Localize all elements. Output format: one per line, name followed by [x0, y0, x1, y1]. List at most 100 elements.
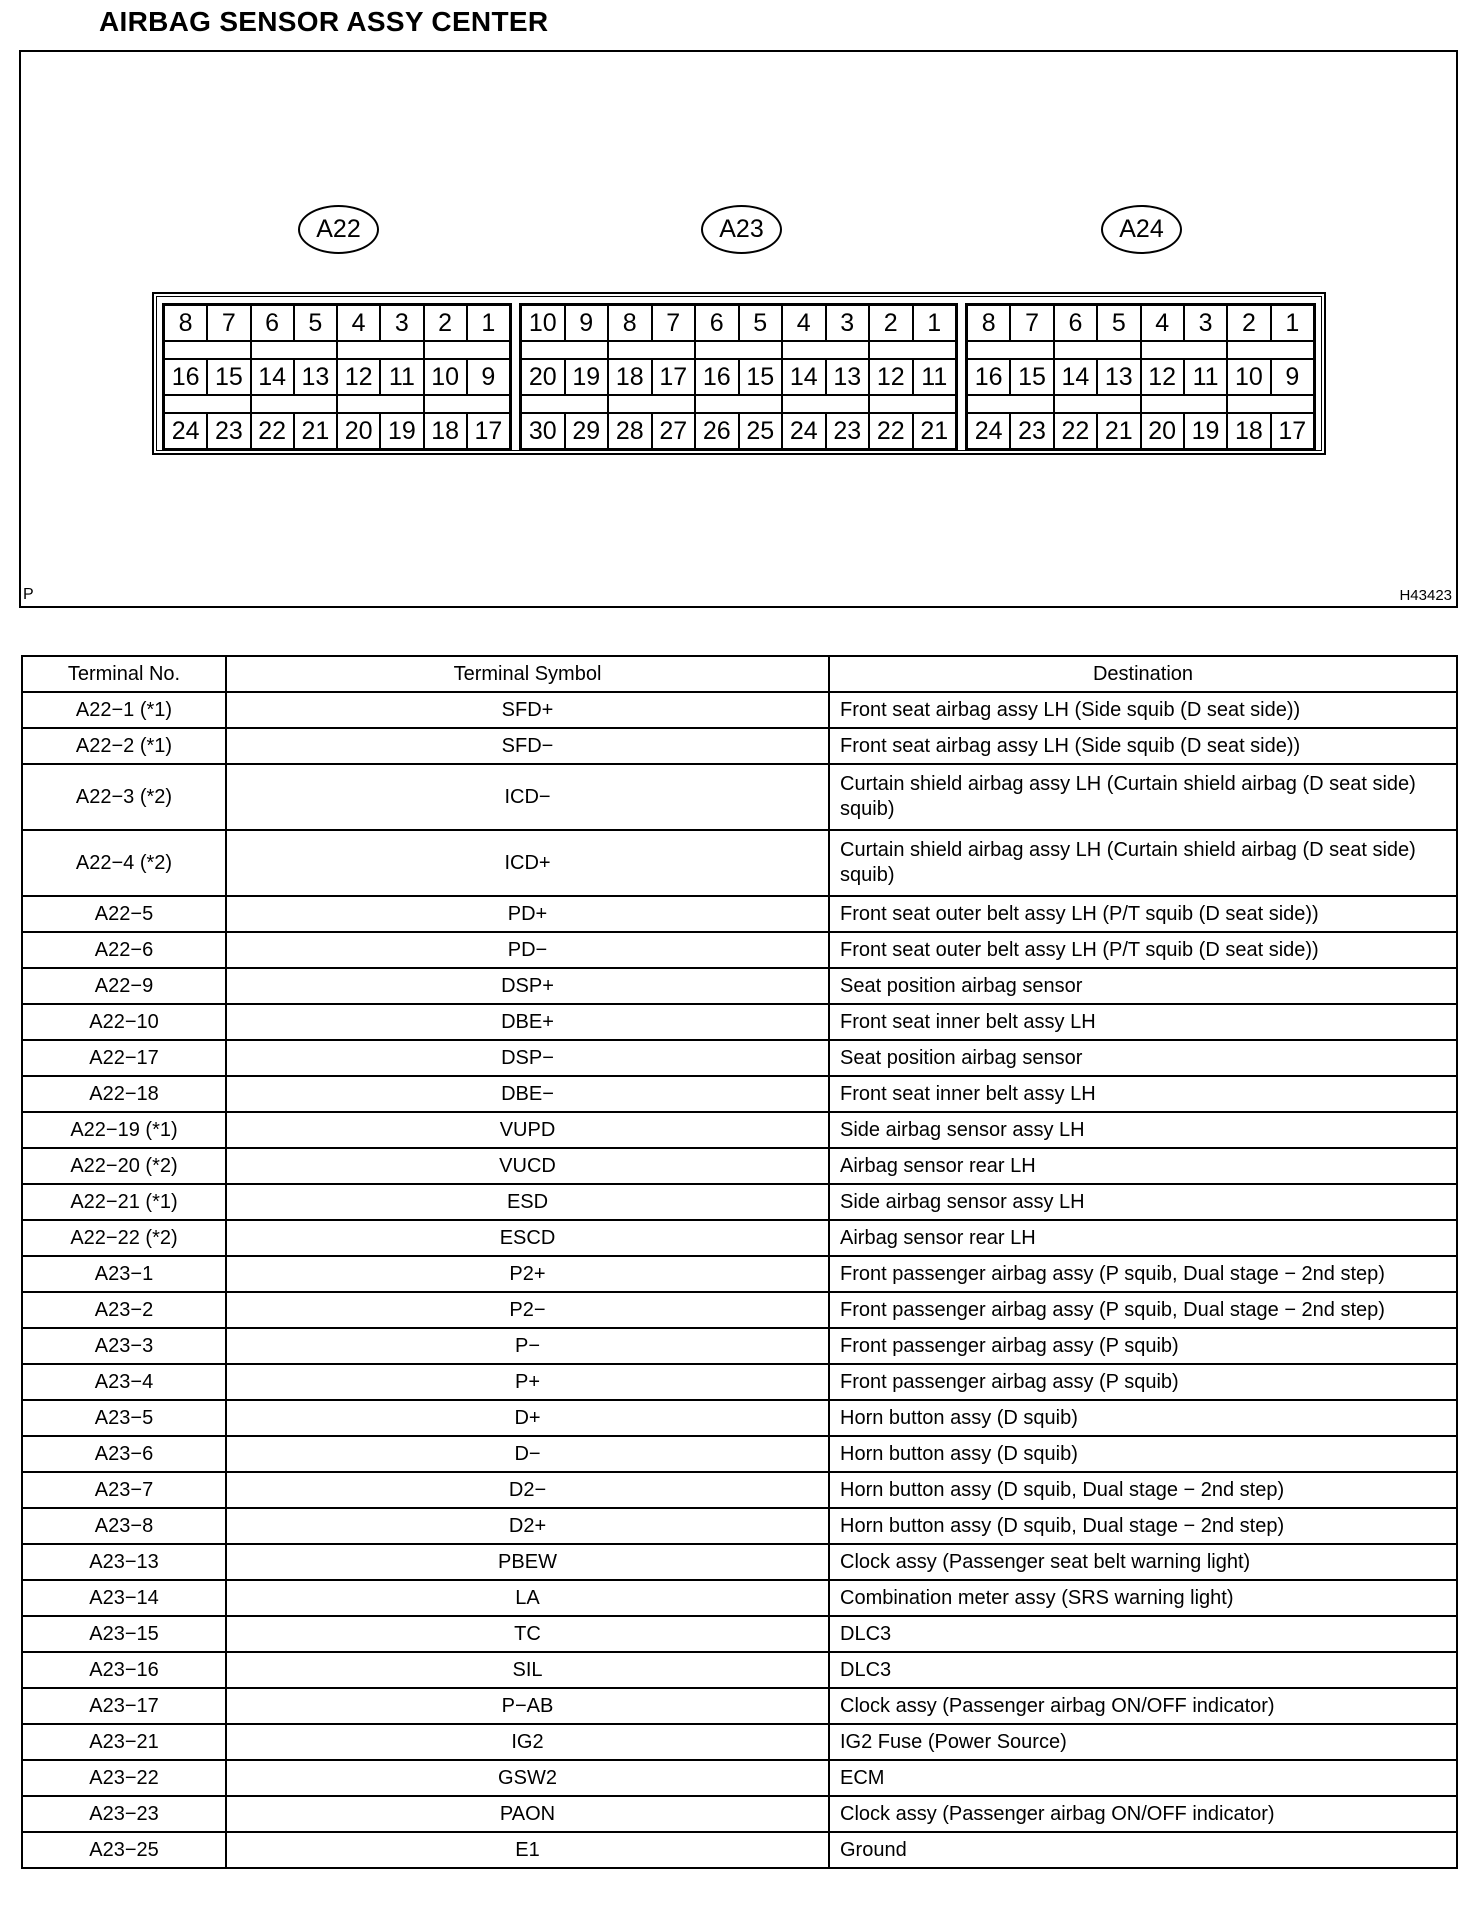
- terminal-symbol-cell: PD−: [225, 931, 830, 969]
- connector-a24-pins: 8 7 6 5 4 3 2 1 16 15 14 13 12 11 10 9 24 23 22 21 20 19 18 17: [965, 303, 1316, 451]
- pin-divider-strip: [251, 342, 336, 358]
- terminal-symbol-cell: ICD+: [225, 829, 830, 897]
- table-row: A22−9 DSP+ Seat position airbag sensor: [21, 967, 1458, 1005]
- terminal-symbol-cell: P−: [225, 1327, 830, 1365]
- table-row: A22−21 (*1) ESD Side airbag sensor assy LH: [21, 1183, 1458, 1221]
- pin-divider-strip: [424, 342, 509, 358]
- terminal-symbol-cell: P−AB: [225, 1687, 830, 1725]
- destination-cell: Horn button assy (D squib): [828, 1435, 1458, 1473]
- terminal-symbol-cell: E1: [225, 1831, 830, 1869]
- destination-cell: Curtain shield airbag assy LH (Curtain s…: [828, 763, 1458, 831]
- destination-cell: Front passenger airbag assy (P squib, Du…: [828, 1291, 1458, 1329]
- terminal-symbol-cell: GSW2: [225, 1759, 830, 1797]
- pin-cell: 8: [165, 306, 207, 340]
- pin-cell: 17: [467, 414, 509, 448]
- pin-cell: 11: [381, 360, 423, 394]
- table-row: A23−17 P−AB Clock assy (Passenger airbag O…: [21, 1687, 1458, 1725]
- pin-divider-strip: [1141, 396, 1227, 412]
- terminal-no-cell: A22−19 (*1): [21, 1111, 227, 1149]
- pin-cell: 12: [1141, 360, 1183, 394]
- terminal-no-cell: A23−17: [21, 1687, 227, 1725]
- pin-cell: 13: [1098, 360, 1140, 394]
- terminal-no-cell: A22−18: [21, 1075, 227, 1113]
- pin-cell: 18: [424, 414, 466, 448]
- table-row: A22−6 PD− Front seat outer belt assy LH (P…: [21, 931, 1458, 969]
- pin-cell: 21: [1098, 414, 1140, 448]
- terminal-symbol-cell: ICD−: [225, 763, 830, 831]
- table-row: A23−2 P2− Front passenger airbag assy (P s…: [21, 1291, 1458, 1329]
- pin-cell: 22: [251, 414, 293, 448]
- pin-divider-strip: [870, 342, 955, 358]
- terminal-no-cell: A23−16: [21, 1651, 227, 1689]
- pin-cell: 4: [783, 306, 825, 340]
- pin-divider-strip: [1054, 396, 1140, 412]
- table-row: A22−22 (*2) ESCD Airbag sensor rear LH: [21, 1219, 1458, 1257]
- terminal-symbol-cell: DBE+: [225, 1003, 830, 1041]
- terminal-table: Terminal No. Terminal Symbol Destination…: [21, 655, 1458, 1869]
- table-row: A22−18 DBE− Front seat inner belt assy LH: [21, 1075, 1458, 1113]
- terminal-no-cell: A23−6: [21, 1435, 227, 1473]
- terminal-symbol-cell: ESD: [225, 1183, 830, 1221]
- pin-divider-strip: [424, 396, 509, 412]
- terminal-symbol-cell: DSP−: [225, 1039, 830, 1077]
- terminal-symbol-cell: VUPD: [225, 1111, 830, 1149]
- table-row: A23−15 TC DLC3: [21, 1615, 1458, 1653]
- connector-a23-pins: 10 9 8 7 6 5 4 3 2 1 20 19 18 17 16 15 14 13 12 11 30 29 28 27 2…: [519, 303, 958, 451]
- pin-divider-strip: [1141, 342, 1227, 358]
- pin-cell: 12: [338, 360, 380, 394]
- terminal-no-cell: A22−4 (*2): [21, 829, 227, 897]
- destination-cell: Combination meter assy (SRS warning ligh…: [828, 1579, 1458, 1617]
- table-row: A22−17 DSP− Seat position airbag sensor: [21, 1039, 1458, 1077]
- pin-cell: 30: [522, 414, 564, 448]
- terminal-no-cell: A23−5: [21, 1399, 227, 1437]
- terminal-symbol-cell: D2−: [225, 1471, 830, 1509]
- destination-cell: DLC3: [828, 1615, 1458, 1653]
- table-row: A23−25 E1 Ground: [21, 1831, 1458, 1869]
- terminal-symbol-cell: D+: [225, 1399, 830, 1437]
- pin-cell: 3: [826, 306, 868, 340]
- table-row: A22−20 (*2) VUCD Airbag sensor rear LH: [21, 1147, 1458, 1185]
- connector-label-a22: A22: [298, 205, 379, 254]
- pin-cell: 2: [1228, 306, 1270, 340]
- pin-divider-strip: [783, 396, 868, 412]
- pin-cell: 1: [913, 306, 955, 340]
- table-row: A23−13 PBEW Clock assy (Passenger seat bel…: [21, 1543, 1458, 1581]
- terminal-no-cell: A23−3: [21, 1327, 227, 1365]
- pin-cell: 4: [1141, 306, 1183, 340]
- pin-cell: 12: [870, 360, 912, 394]
- table-row: A23−16 SIL DLC3: [21, 1651, 1458, 1689]
- pin-divider-strip: [968, 342, 1053, 358]
- terminal-symbol-cell: DBE−: [225, 1075, 830, 1113]
- pin-cell: 17: [652, 360, 694, 394]
- pin-cell: 8: [968, 306, 1010, 340]
- destination-cell: Seat position airbag sensor: [828, 967, 1458, 1005]
- pin-cell: 11: [1184, 360, 1227, 394]
- terminal-symbol-cell: PD+: [225, 895, 830, 933]
- table-row: A22−1 (*1) SFD+ Front seat airbag assy LH …: [21, 691, 1458, 729]
- pin-cell: 19: [1184, 414, 1227, 448]
- pin-divider-strip: [338, 342, 423, 358]
- table-row: A23−1 P2+ Front passenger airbag assy (P s…: [21, 1255, 1458, 1293]
- destination-cell: Front seat inner belt assy LH: [828, 1003, 1458, 1041]
- terminal-no-cell: A22−22 (*2): [21, 1219, 227, 1257]
- destination-cell: Front seat outer belt assy LH (P/T squib…: [828, 931, 1458, 969]
- pin-cell: 3: [381, 306, 423, 340]
- connector-housing: [152, 292, 1326, 455]
- terminal-symbol-cell: P+: [225, 1363, 830, 1401]
- table-row: A22−2 (*1) SFD− Front seat airbag assy LH …: [21, 727, 1458, 765]
- pin-divider-strip: [251, 396, 336, 412]
- pin-cell: 20: [522, 360, 564, 394]
- table-row: A22−10 DBE+ Front seat inner belt assy LH: [21, 1003, 1458, 1041]
- figure-corner-label: P: [23, 586, 34, 603]
- pin-divider-strip: [609, 342, 694, 358]
- terminal-symbol-cell: VUCD: [225, 1147, 830, 1185]
- pin-divider-strip: [522, 396, 607, 412]
- pin-cell: 8: [609, 306, 651, 340]
- terminal-symbol-cell: PBEW: [225, 1543, 830, 1581]
- terminal-no-cell: A23−7: [21, 1471, 227, 1509]
- pin-cell: 6: [1054, 306, 1097, 340]
- terminal-no-cell: A22−9: [21, 967, 227, 1005]
- terminal-symbol-cell: ESCD: [225, 1219, 830, 1257]
- header-terminal-no: Terminal No.: [21, 655, 227, 693]
- pin-cell: 7: [208, 306, 250, 340]
